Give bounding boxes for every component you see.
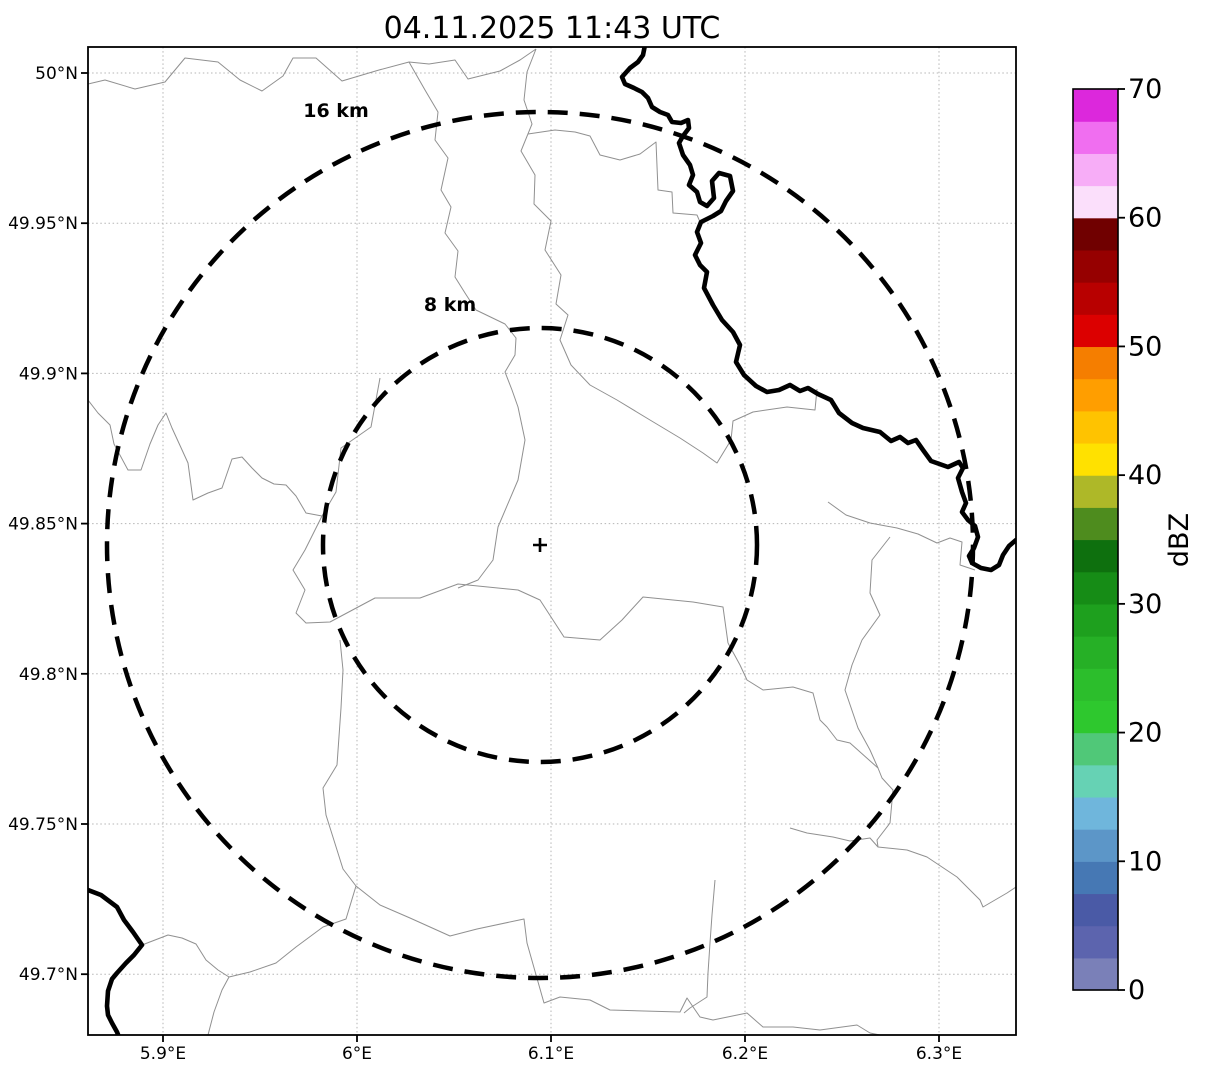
y-axis-tick-label: 49.7°N bbox=[19, 965, 78, 985]
colorbar-tick-label: 60 bbox=[1128, 203, 1162, 234]
axis-ticks-and-labels: 5.9°E 6°E 6.1°E 6.2°E 6.3°E 50°N 49.95°N 49.9°N… bbox=[8, 64, 962, 1064]
x-axis-tick-label: 6.1°E bbox=[528, 1044, 574, 1064]
colorbar-segment bbox=[1073, 475, 1118, 508]
boundary-line bbox=[355, 885, 881, 1035]
colorbar-segment bbox=[1073, 249, 1118, 283]
colorbar-segment bbox=[1073, 89, 1118, 122]
colorbar-segment bbox=[1073, 732, 1118, 766]
x-axis-tick-label: 6°E bbox=[342, 1044, 372, 1064]
boundary-line bbox=[727, 642, 1016, 908]
boundary-line bbox=[683, 879, 716, 1014]
colorbar-tick-label: 30 bbox=[1128, 589, 1162, 620]
boundary-line bbox=[88, 48, 537, 92]
colorbar-outline bbox=[1072, 88, 1119, 991]
admin-boundary-lines bbox=[88, 48, 1016, 1035]
x-axis-tick-label: 5.9°E bbox=[140, 1044, 186, 1064]
colorbar-segment bbox=[1073, 571, 1118, 605]
colorbar-segment bbox=[1073, 346, 1118, 380]
colorbar-color-scale bbox=[1073, 89, 1118, 991]
boundary-line bbox=[527, 129, 701, 223]
colorbar-ticks: 0 10 20 30 40 50 60 70 bbox=[1118, 74, 1162, 1006]
y-axis-tick-label: 49.95°N bbox=[8, 214, 78, 234]
range-rings bbox=[104, 109, 976, 981]
range-ring-label: 16 km bbox=[303, 100, 369, 122]
boundary-line bbox=[88, 399, 323, 517]
colorbar-tick-label: 0 bbox=[1128, 975, 1145, 1006]
boundary-line bbox=[141, 934, 230, 978]
colorbar-segment bbox=[1073, 861, 1118, 895]
colorbar-segment bbox=[1073, 925, 1118, 959]
colorbar-tick-label: 50 bbox=[1128, 331, 1162, 362]
colorbar-tick-label: 20 bbox=[1128, 718, 1162, 749]
river-border-lines bbox=[88, 47, 1016, 1035]
colorbar-segment bbox=[1073, 603, 1118, 637]
colorbar-segment bbox=[1073, 636, 1118, 669]
boundary-line bbox=[827, 501, 976, 571]
plot-title: 04.11.2025 11:43 UTC bbox=[384, 11, 721, 46]
radar-site-marker bbox=[533, 538, 547, 552]
colorbar-segment bbox=[1073, 442, 1118, 476]
colorbar-segment bbox=[1073, 893, 1118, 927]
range-ring-labels: 16 km 8 km bbox=[303, 100, 476, 316]
boundary-line bbox=[520, 48, 818, 464]
colorbar-unit-label: dBZ bbox=[1164, 513, 1195, 567]
boundary-line bbox=[321, 377, 381, 517]
colorbar-tick-label: 10 bbox=[1128, 846, 1162, 877]
colorbar-segment bbox=[1073, 764, 1118, 798]
y-axis-tick-label: 49.9°N bbox=[19, 364, 78, 384]
colorbar-segment bbox=[1073, 185, 1118, 219]
colorbar-segment bbox=[1073, 507, 1118, 541]
colorbar-segment bbox=[1073, 314, 1118, 348]
range-ring-8km bbox=[320, 325, 760, 765]
x-axis-tick-label: 6.2°E bbox=[722, 1044, 768, 1064]
river-line bbox=[619, 47, 1016, 573]
colorbar-segment bbox=[1073, 668, 1118, 701]
map-panel: 16 km 8 km 5.9°E 6°E 6.1°E 6.2°E 6.3°E 50°N 49.… bbox=[8, 11, 1017, 1064]
colorbar-segment bbox=[1073, 539, 1118, 573]
colorbar-segment bbox=[1073, 121, 1118, 154]
y-axis-tick-label: 49.75°N bbox=[8, 815, 78, 835]
colorbar-tick-label: 40 bbox=[1128, 460, 1162, 491]
range-ring-16km bbox=[104, 109, 976, 981]
y-axis-tick-label: 49.8°N bbox=[19, 665, 78, 685]
colorbar-segment bbox=[1073, 378, 1118, 412]
boundary-line bbox=[789, 827, 879, 848]
x-axis-tick-label: 6.3°E bbox=[916, 1044, 962, 1064]
boundary-line bbox=[292, 515, 729, 644]
colorbar-segment bbox=[1073, 700, 1118, 734]
plot-border-spine bbox=[87, 46, 1017, 1036]
colorbar-segment bbox=[1073, 796, 1118, 830]
colorbar-segment bbox=[1073, 829, 1118, 862]
colorbar-panel: 0 10 20 30 40 50 60 70 dBZ bbox=[1072, 74, 1195, 1006]
colorbar-segment bbox=[1073, 282, 1118, 315]
graticule-grid bbox=[88, 47, 1016, 1035]
boundary-line bbox=[207, 639, 357, 1035]
boundary-line bbox=[408, 61, 526, 589]
country-border-line bbox=[88, 887, 145, 1035]
colorbar-segment bbox=[1073, 957, 1118, 991]
y-axis-tick-label: 49.85°N bbox=[8, 515, 78, 535]
map-features-layer bbox=[88, 47, 1016, 1035]
y-axis-tick-label: 50°N bbox=[35, 64, 78, 84]
boundary-line bbox=[844, 536, 891, 769]
colorbar-segment bbox=[1073, 410, 1118, 444]
colorbar-segment bbox=[1073, 153, 1118, 187]
range-ring-label: 8 km bbox=[424, 294, 476, 316]
colorbar-segment bbox=[1073, 217, 1118, 251]
colorbar-tick-label: 70 bbox=[1128, 74, 1162, 105]
